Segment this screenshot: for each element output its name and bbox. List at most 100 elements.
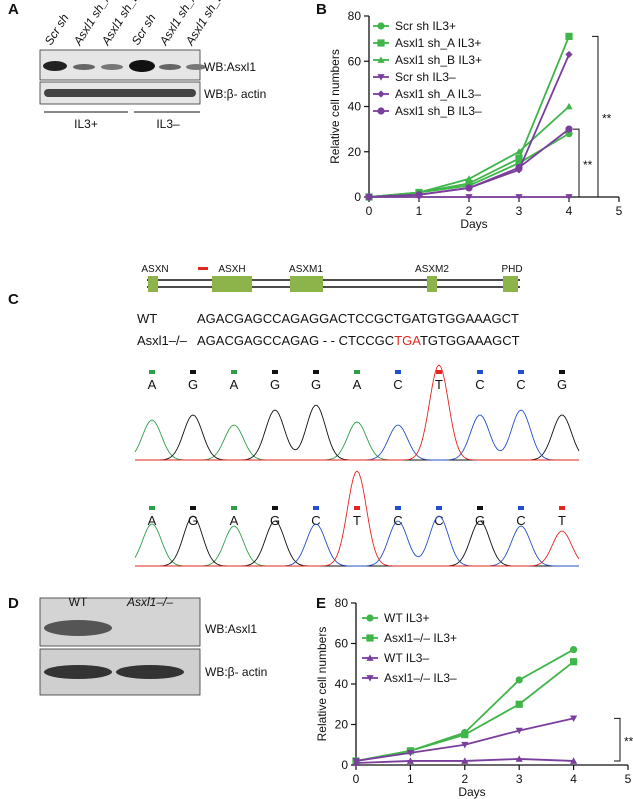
legend-label: Asxl1–/– IL3+ [384, 631, 457, 645]
y-axis-title: Relative cell numbers [328, 49, 342, 164]
base-call: C [393, 513, 402, 528]
seq-label: Asxl1–/– [137, 333, 188, 348]
domain-label: ASXH [218, 264, 245, 275]
base-call: G [188, 513, 198, 528]
legend-label: Asxl1 sh_B IL3+ [395, 53, 482, 67]
y-tick-label: 60 [348, 54, 362, 68]
y-tick-label: 40 [348, 100, 362, 114]
data-point [515, 148, 523, 155]
base-tick [354, 370, 360, 374]
x-tick-label: 2 [466, 204, 473, 218]
legend-marker [377, 107, 385, 115]
panel-label: A [8, 1, 19, 18]
data-point [570, 658, 578, 666]
x-tick-label: 0 [366, 204, 373, 218]
base-call: C [393, 377, 402, 392]
x-tick-label: 5 [616, 204, 623, 218]
legend-label: Asxl1 sh_B IL3– [395, 104, 482, 118]
significance-bracket [573, 128, 580, 198]
data-point [515, 194, 523, 201]
group-label: IL3– [156, 117, 180, 131]
base-tick [518, 370, 524, 374]
base-tick [518, 506, 524, 510]
significance-bracket [614, 717, 621, 762]
base-call: G [475, 513, 485, 528]
y-axis-title: Relative cell numbers [315, 627, 329, 742]
domain-label: ASXN [141, 264, 168, 275]
data-point [515, 676, 523, 684]
x-axis-title: Days [460, 217, 487, 231]
legend-marker [366, 614, 374, 622]
legend-label: Asxl1–/– IL3– [384, 671, 457, 685]
base-call: G [557, 377, 567, 392]
base-call: T [558, 513, 566, 528]
legend-label: WT IL3– [384, 651, 429, 665]
data-point [515, 755, 523, 762]
base-tick [436, 506, 442, 510]
panel-label: E [316, 595, 326, 612]
base-call: C [475, 377, 484, 392]
y-tick-label: 0 [341, 758, 348, 772]
data-point [406, 749, 414, 757]
base-tick [231, 370, 237, 374]
base-call: A [230, 513, 239, 528]
data-point [465, 184, 473, 192]
base-tick [477, 506, 483, 510]
base-call: A [148, 377, 157, 392]
data-point [565, 102, 573, 110]
base-tick [149, 506, 155, 510]
x-tick-label: 1 [416, 204, 423, 218]
data-point [352, 758, 360, 765]
significance-label: ** [583, 158, 593, 172]
domain-label: PHD [501, 264, 522, 275]
lane-label: Scr sh [42, 11, 72, 48]
data-point [565, 32, 573, 40]
panel-label: D [8, 595, 19, 612]
chromatogram [135, 409, 579, 461]
base-tick [190, 370, 196, 374]
y-tick-label: 0 [354, 190, 361, 204]
x-tick-label: 0 [353, 772, 360, 786]
base-call: C [434, 513, 443, 528]
panel-label: C [8, 291, 19, 308]
base-tick [354, 506, 360, 510]
data-point [515, 163, 523, 172]
lane-label: Scr sh [129, 11, 159, 48]
base-call: C [516, 513, 525, 528]
blot-label: WB:β- actin [205, 665, 267, 679]
data-point [565, 194, 573, 201]
legend-label: Asxl1 sh_A IL3– [395, 87, 481, 101]
data-point [570, 715, 578, 723]
legend-marker [366, 654, 374, 661]
data-point [515, 727, 523, 735]
legend-marker [377, 56, 385, 63]
legend-label: Scr sh IL3– [395, 70, 456, 84]
y-tick-label: 20 [335, 718, 349, 732]
data-point [415, 191, 423, 199]
legend-label: Asxl1 sh_A IL3+ [395, 36, 481, 50]
base-tick [477, 370, 483, 374]
chromatogram [134, 523, 579, 567]
data-point [465, 175, 473, 182]
base-tick [559, 506, 565, 510]
legend-label: Scr sh IL3+ [395, 19, 456, 33]
base-call: A [148, 513, 157, 528]
data-point [465, 179, 473, 188]
base-tick [313, 370, 319, 374]
data-point [465, 194, 473, 201]
significance-label: ** [624, 735, 633, 749]
legend-marker [366, 634, 374, 642]
base-tick [149, 370, 155, 374]
base-call: A [230, 377, 239, 392]
group-label: IL3+ [74, 117, 98, 131]
data-point [515, 154, 523, 163]
blot-label: WB:Asxl1 [205, 622, 257, 636]
legend-marker [377, 74, 385, 81]
base-tick [231, 506, 237, 510]
x-tick-label: 3 [516, 772, 523, 786]
significance-bracket [592, 35, 599, 198]
sequence-part: AGACGAGCCAGAG - - CTCCGC [197, 333, 394, 348]
base-call: A [353, 377, 362, 392]
legend-label: WT IL3+ [384, 611, 429, 625]
